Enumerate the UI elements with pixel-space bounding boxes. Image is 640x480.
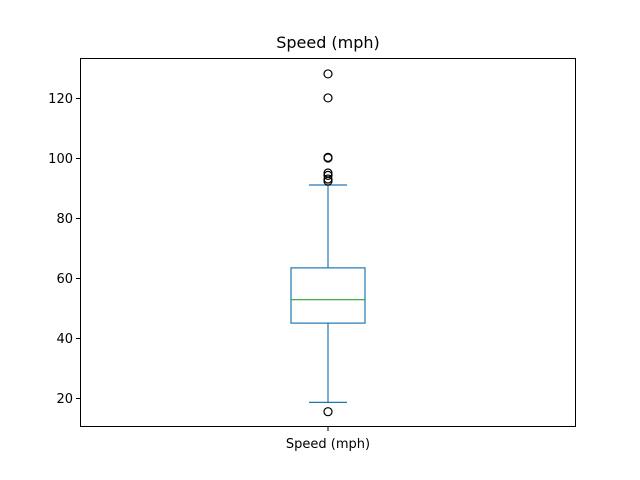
outlier-point xyxy=(323,152,333,162)
y-tick-label: 40 xyxy=(56,332,73,347)
plot-frame xyxy=(80,58,576,427)
x-axis: Speed (mph) xyxy=(286,427,370,452)
chart-title: Speed (mph) xyxy=(276,33,380,52)
iqr-box xyxy=(290,267,366,324)
outlier-point xyxy=(323,168,333,178)
y-axis: 20 40 60 80 100 120 xyxy=(48,92,80,407)
outlier-point xyxy=(323,170,333,180)
box-group xyxy=(290,69,366,417)
y-tick-label: 100 xyxy=(48,152,73,167)
y-tick-label: 20 xyxy=(56,392,73,407)
y-tick-label: 80 xyxy=(56,212,73,227)
outlier-point xyxy=(323,407,333,417)
y-tick-label: 60 xyxy=(56,272,73,287)
outlier-point xyxy=(323,93,333,103)
x-tick-label: Speed (mph) xyxy=(286,437,370,452)
y-tick-label: 120 xyxy=(48,92,73,107)
outlier-point xyxy=(323,174,333,184)
outlier-point xyxy=(323,69,333,79)
